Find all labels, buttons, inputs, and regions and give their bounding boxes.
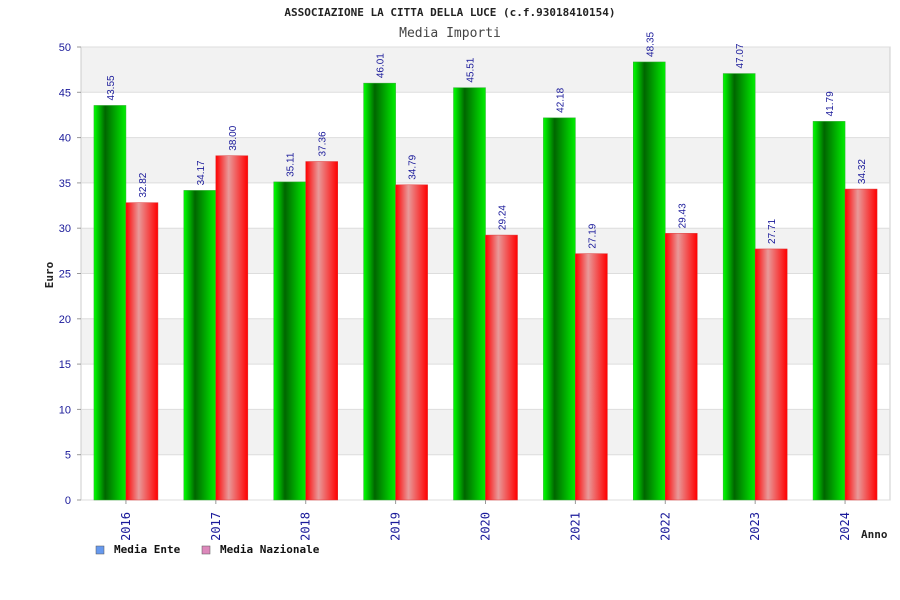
x-axis-label: Anno	[861, 528, 888, 541]
x-tick-label: 2024	[838, 512, 852, 541]
value-label: 34.79	[408, 154, 419, 179]
legend-swatch	[202, 546, 210, 554]
bar-media-nazionale	[755, 249, 787, 500]
bar-media-ente	[813, 121, 845, 500]
legend-swatch	[96, 546, 104, 554]
legend-label: Media Nazionale	[220, 543, 320, 556]
value-label: 46.01	[376, 53, 387, 78]
bar-media-ente	[454, 88, 486, 500]
y-tick-label: 15	[59, 359, 71, 371]
value-label: 38.00	[228, 125, 239, 150]
y-tick-label: 25	[59, 269, 71, 281]
y-tick-label: 30	[59, 223, 71, 235]
y-tick-label: 20	[59, 314, 71, 326]
y-tick-label: 35	[59, 178, 71, 190]
y-tick-label: 40	[59, 133, 71, 145]
bar-media-nazionale	[845, 189, 877, 500]
x-tick-label: 2021	[568, 512, 582, 541]
bar-media-nazionale	[396, 185, 428, 500]
bar-media-ente	[274, 182, 306, 500]
x-tick-label: 2022	[658, 512, 672, 541]
bar-media-ente	[364, 83, 396, 500]
bar-media-ente	[94, 105, 126, 500]
y-tick-label: 45	[59, 87, 71, 99]
value-label: 45.51	[466, 57, 477, 82]
value-label: 37.36	[318, 131, 329, 156]
bar-media-nazionale	[126, 203, 158, 500]
bar-media-nazionale	[486, 235, 518, 500]
bar-media-nazionale	[216, 156, 248, 500]
value-label: 42.18	[555, 87, 566, 112]
legend: Media Ente Media Nazionale	[96, 543, 320, 556]
value-label: 29.43	[677, 203, 688, 228]
y-tick-label: 50	[59, 42, 71, 54]
bar-media-ente	[543, 118, 575, 500]
x-tick-label: 2016	[119, 512, 133, 541]
plot-band	[81, 47, 890, 92]
x-tick-label: 2019	[389, 512, 403, 541]
y-axis-label: Euro	[43, 261, 56, 288]
chart-title: ASSOCIAZIONE LA CITTA DELLA LUCE (c.f.93…	[284, 6, 615, 19]
bar-media-ente	[723, 74, 755, 500]
value-label: 32.82	[138, 172, 149, 197]
chart-subtitle: Media Importi	[399, 26, 501, 41]
y-tick-label: 0	[65, 495, 71, 507]
x-tick-label: 2020	[479, 512, 493, 541]
bar-media-nazionale	[306, 162, 338, 500]
bar-media-nazionale	[665, 233, 697, 500]
value-label: 27.19	[587, 223, 598, 248]
y-axis-ticks: 0 5 10 15 20 25 30 35 40 45 50	[59, 42, 81, 507]
value-label: 47.07	[735, 43, 746, 68]
bar-media-nazionale	[575, 254, 607, 500]
legend-label: Media Ente	[114, 543, 181, 556]
value-label: 34.32	[857, 159, 868, 184]
value-label: 48.35	[645, 31, 656, 56]
x-tick-label: 2023	[748, 512, 762, 541]
x-tick-label: 2018	[299, 512, 313, 541]
value-label: 27.71	[767, 218, 778, 243]
y-tick-label: 5	[65, 450, 71, 462]
y-tick-label: 10	[59, 404, 71, 416]
value-label: 29.24	[498, 205, 509, 230]
bar-media-ente	[184, 190, 216, 500]
value-label: 35.11	[286, 152, 297, 177]
value-label: 43.55	[106, 75, 117, 100]
bar-media-ente	[633, 62, 665, 500]
x-axis-ticks: 2016 2017 2018 2019 2020 2021 2022 2023 2024	[119, 500, 852, 541]
value-label: 34.17	[196, 160, 207, 185]
x-tick-label: 2017	[209, 512, 223, 541]
value-label: 41.79	[825, 91, 836, 116]
